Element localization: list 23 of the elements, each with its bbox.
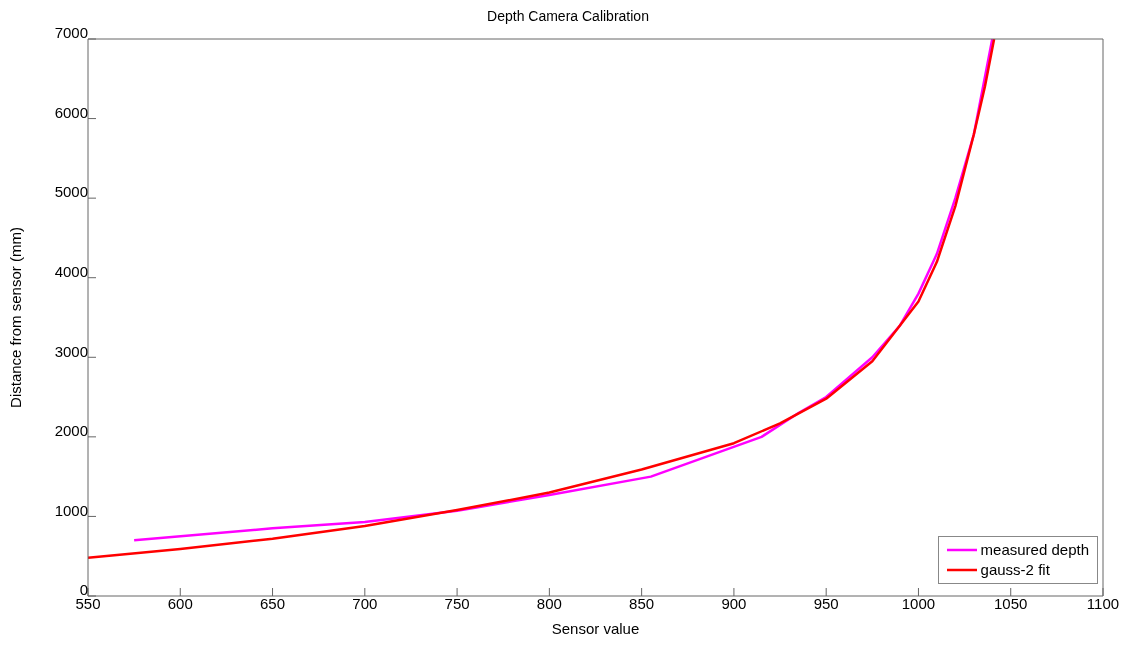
x-tick-label: 1050 (994, 594, 1028, 612)
y-tick-label: 6000 (54, 103, 88, 121)
x-tick-label: 650 (260, 594, 286, 612)
legend-label: gauss-2 fit (980, 560, 1050, 580)
y-tick-label: 1000 (54, 501, 88, 519)
y-axis-title: Distance from sensor (mm) (7, 227, 25, 408)
x-axis-title: Sensor value (551, 620, 640, 637)
x-tick-label: 750 (444, 594, 470, 612)
y-tick-label: 7000 (54, 24, 88, 42)
x-tick-label: 850 (629, 594, 655, 612)
y-tick-label: 4000 (54, 263, 88, 281)
y-tick-label: 3000 (54, 342, 88, 360)
y-tick-label: 5000 (54, 183, 88, 201)
y-tick-label: 2000 (54, 422, 88, 440)
legend-label: measured depth (980, 540, 1089, 560)
x-tick-label: 950 (813, 594, 839, 612)
x-tick-label: 800 (536, 594, 562, 612)
x-tick-label: 700 (352, 594, 378, 612)
x-tick-label: 1000 (901, 594, 936, 612)
x-tick-label: 600 (167, 594, 193, 612)
x-tick-label: 900 (721, 594, 747, 612)
x-tick-label: 1100 (1086, 594, 1120, 612)
chart-title: Depth Camera Calibration (486, 8, 650, 26)
